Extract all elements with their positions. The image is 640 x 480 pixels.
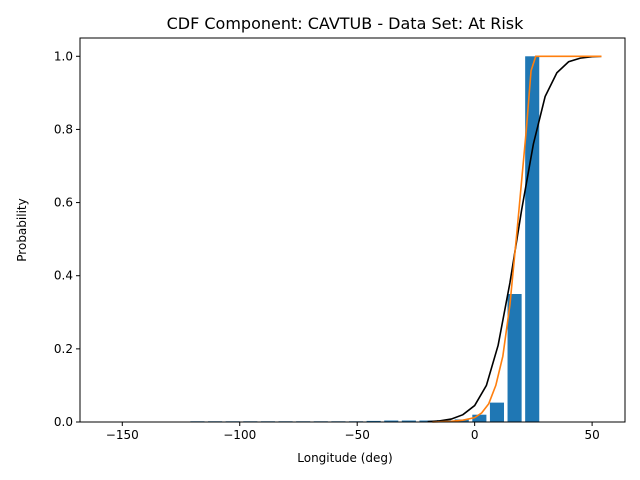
x-tick-label-3: 0 bbox=[471, 428, 479, 442]
series-line-1 bbox=[432, 55, 602, 423]
y-axis-label: Probability bbox=[15, 198, 29, 261]
x-tick-label-2: −50 bbox=[345, 428, 370, 442]
bar-21 bbox=[472, 414, 487, 422]
y-tick-label-0: 0.0 bbox=[54, 415, 73, 429]
y-tick-label-2: 0.4 bbox=[54, 269, 73, 283]
bar-22 bbox=[489, 402, 505, 422]
chart-title: CDF Component: CAVTUB - Data Set: At Ris… bbox=[167, 14, 525, 33]
y-tick-label-5: 1.0 bbox=[54, 49, 73, 63]
x-tick-label-4: 50 bbox=[584, 428, 599, 442]
bar-23 bbox=[507, 294, 522, 422]
y-tick-label-4: 0.8 bbox=[54, 122, 73, 136]
bar-16 bbox=[384, 420, 399, 422]
bar-18 bbox=[419, 420, 434, 422]
plot-area bbox=[79, 37, 626, 423]
x-axis: −150 −100 −50 0 50 bbox=[106, 422, 600, 442]
x-axis-label: Longitude (deg) bbox=[297, 451, 392, 465]
x-tick-label-1: −100 bbox=[223, 428, 256, 442]
bar-17 bbox=[401, 420, 416, 422]
plot-frame bbox=[79, 37, 626, 423]
x-tick-label-0: −150 bbox=[106, 428, 139, 442]
y-tick-label-1: 0.2 bbox=[54, 342, 73, 356]
bar-24 bbox=[525, 56, 540, 422]
bar-15 bbox=[366, 420, 381, 422]
y-axis: 0.0 0.2 0.4 0.6 0.8 1.0 bbox=[54, 49, 80, 429]
bars-layer bbox=[102, 56, 540, 422]
y-tick-label-3: 0.6 bbox=[54, 196, 73, 210]
lines-layer bbox=[427, 55, 602, 423]
